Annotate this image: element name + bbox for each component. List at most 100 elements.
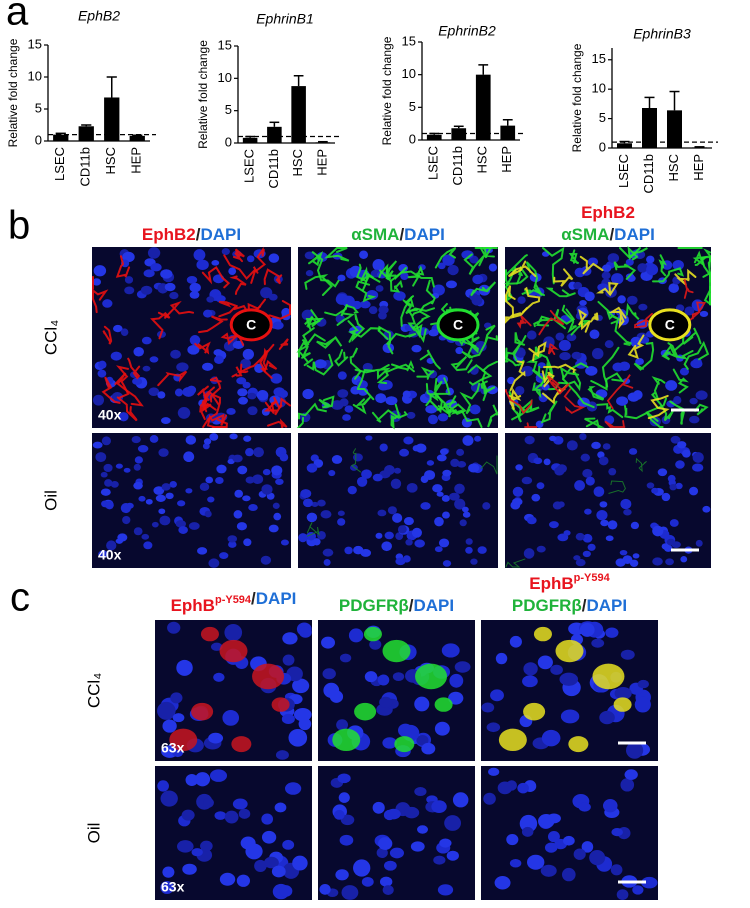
nucleus	[102, 299, 113, 308]
nucleus	[482, 502, 491, 510]
micrograph	[298, 433, 498, 568]
nucleus	[148, 387, 160, 397]
nucleus	[227, 535, 238, 543]
nucleus	[470, 558, 478, 565]
nucleus	[436, 454, 447, 462]
nucleus	[589, 329, 600, 339]
nucleus	[224, 623, 243, 642]
nucleus	[100, 471, 108, 478]
nucleus	[317, 530, 326, 540]
stain-fiber	[568, 249, 579, 265]
stain-fiber	[199, 399, 212, 421]
nucleus	[162, 719, 177, 733]
nucleus	[672, 260, 684, 271]
nucleus	[575, 532, 585, 541]
stain-fiber	[378, 263, 408, 281]
nucleus	[120, 328, 129, 336]
x-tick-label: CD11b	[450, 146, 465, 186]
nucleus	[517, 296, 526, 304]
nucleus	[531, 493, 541, 502]
nucleus	[100, 488, 111, 496]
nucleus	[143, 541, 153, 550]
stain-fiber	[590, 312, 599, 323]
nucleus	[260, 287, 273, 299]
nucleus	[245, 448, 254, 457]
nucleus	[215, 295, 226, 303]
nucleus	[637, 263, 648, 273]
nucleus	[646, 255, 655, 264]
nucleus	[331, 455, 343, 464]
nucleus	[248, 504, 258, 511]
nucleus	[232, 454, 243, 463]
nucleus	[441, 495, 450, 502]
stain-fiber	[658, 254, 667, 277]
nucleus	[566, 333, 577, 342]
nucleus	[270, 373, 283, 384]
nucleus	[692, 463, 704, 472]
bar	[692, 147, 707, 148]
nucleus	[689, 415, 700, 424]
nucleus	[275, 478, 284, 485]
nucleus	[557, 464, 567, 473]
stain-fiber	[164, 300, 195, 319]
nucleus	[668, 283, 680, 293]
bar	[475, 74, 491, 140]
nucleus	[178, 526, 188, 534]
stain-fiber	[590, 372, 625, 391]
nucleus	[141, 533, 150, 540]
nucleus	[459, 519, 467, 527]
stain-fiber	[625, 302, 640, 320]
stain-cell	[231, 736, 252, 753]
nucleus	[689, 397, 698, 405]
stain-fiber	[350, 448, 361, 473]
stain-cell	[613, 697, 632, 712]
nucleus	[347, 485, 357, 495]
stain-fiber	[627, 334, 645, 360]
nucleus	[216, 464, 227, 474]
nucleus	[133, 347, 144, 357]
magnification: 40x	[98, 547, 122, 563]
nucleus	[439, 838, 452, 848]
nucleus	[214, 811, 227, 820]
nucleus	[372, 259, 385, 271]
bar	[129, 135, 145, 141]
nucleus	[279, 885, 293, 897]
nucleus	[536, 482, 545, 490]
nucleus	[675, 482, 683, 490]
stain-fiber	[463, 253, 485, 276]
nucleus	[189, 291, 200, 299]
nucleus	[611, 827, 623, 837]
nucleus	[323, 558, 331, 566]
nucleus	[634, 696, 651, 713]
nucleus	[462, 511, 471, 518]
stain-fiber	[250, 246, 267, 284]
nucleus	[442, 469, 452, 477]
stain-cell	[252, 663, 285, 690]
nucleus	[271, 465, 283, 476]
stain-fiber	[587, 386, 605, 401]
nucleus	[442, 254, 455, 266]
stain-fiber	[613, 261, 637, 280]
row-label: Oil	[84, 823, 103, 844]
nucleus	[169, 291, 179, 300]
nucleus	[253, 447, 264, 458]
nucleus	[337, 518, 346, 526]
nucleus	[591, 638, 605, 648]
nucleus	[101, 436, 112, 446]
nucleus	[521, 826, 534, 837]
nucleus	[381, 541, 392, 552]
nucleus	[203, 438, 212, 445]
header-part: /	[582, 596, 587, 615]
nucleus	[434, 546, 443, 553]
nucleus	[386, 808, 401, 820]
nucleus	[150, 263, 162, 272]
nucleus	[579, 622, 595, 637]
stain-cell	[592, 663, 625, 690]
nucleus	[134, 456, 143, 464]
nucleus	[395, 532, 404, 541]
stain-fiber	[540, 400, 558, 424]
nucleus	[145, 498, 153, 505]
nucleus	[209, 433, 219, 441]
nucleus	[612, 362, 624, 372]
bar	[617, 143, 632, 148]
